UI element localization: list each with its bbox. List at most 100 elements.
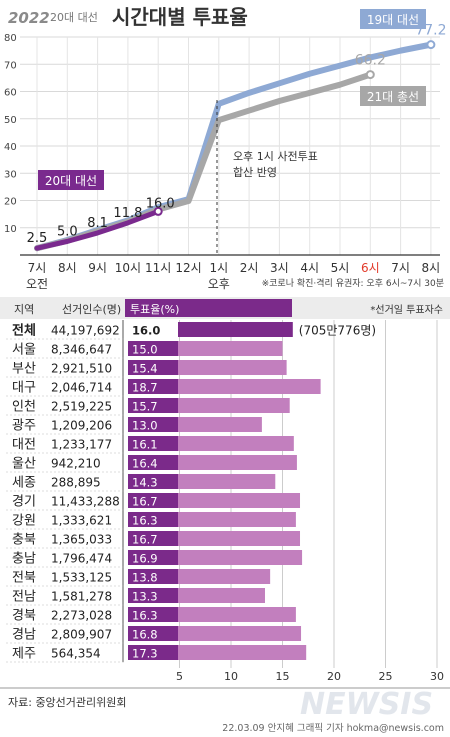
annotation-line-2: 합산 반영	[233, 166, 277, 179]
x-tick-label: 10시	[115, 261, 141, 275]
region-label: 서울	[12, 343, 36, 358]
region-label: 전남	[12, 590, 36, 605]
rate-value-label: 16.8	[132, 628, 158, 642]
x-sublabel: 오전	[26, 277, 48, 291]
bar-tick-label: 20	[327, 670, 341, 683]
table-row: 경기 11,433,288 16.7	[6, 493, 301, 511]
end-value-label: 66.2	[355, 53, 386, 69]
rate-value-box	[128, 645, 178, 660]
region-turnout-table: 지역 선거인수(명) 투표율(%) *선거일 투표자수 전체 44,197,692…	[0, 297, 450, 683]
series-badge-label: 21대 총선	[367, 90, 419, 104]
table-row: 부산 2,921,510 15.4	[6, 360, 287, 378]
rate-value-box	[128, 398, 178, 413]
bar-tick-label: 5	[176, 670, 183, 683]
rate-value-label: 15.7	[132, 400, 158, 414]
y-tick-label: 70	[4, 60, 17, 71]
region-label: 충남	[12, 552, 36, 567]
voter-count: 1,365,033	[51, 533, 112, 547]
bar-tick-label: 10	[224, 670, 238, 683]
region-label: 경북	[12, 609, 36, 624]
region-label: 대전	[12, 438, 36, 453]
rate-value-label: 17.3	[132, 647, 158, 661]
table-row: 서울 8,346,647 15.0	[6, 341, 283, 359]
voter-count: 2,273,028	[51, 609, 112, 623]
bar-tick-label: 30	[430, 670, 444, 683]
y-tick-label: 40	[4, 142, 17, 153]
rate-value-label: 16.3	[132, 514, 158, 528]
table-row: 경북 2,273,028 16.3	[6, 607, 296, 625]
rate-value-box	[128, 341, 178, 356]
y-tick-label: 30	[4, 169, 17, 180]
region-label: 강원	[12, 514, 36, 529]
point-value-label: 11.8	[113, 206, 142, 221]
point-value-label: 8.1	[87, 216, 108, 231]
rate-value-label: 13.0	[132, 419, 158, 433]
header-rate-bg	[125, 299, 292, 317]
header-rate: 투표율(%)	[130, 303, 179, 316]
rate-value-box	[128, 436, 178, 451]
rate-value-box	[128, 588, 178, 603]
logo-text: 2022	[8, 9, 50, 27]
x-tick-label: 4시	[300, 261, 319, 275]
rate-value-box	[128, 360, 178, 375]
rate-value-label: 15.4	[132, 362, 158, 376]
series-badge-bg	[38, 170, 104, 190]
voter-count: 564,354	[51, 647, 101, 661]
y-tick-label: 10	[4, 224, 17, 235]
voter-count: 1,796,474	[51, 552, 112, 566]
series-badge-bg	[360, 9, 426, 29]
table-row: 울산 942,210 16.4	[6, 455, 297, 473]
rate-value-label: 16.9	[132, 552, 158, 566]
series-badge-label: 19대 대선	[367, 13, 419, 27]
rate-value-box	[128, 512, 178, 527]
rate-value-box	[128, 474, 178, 489]
rate-value-label: 16.4	[132, 457, 158, 471]
bar-tick-label: 15	[276, 670, 290, 683]
header-note: *선거일 투표자수	[370, 304, 443, 316]
voter-count: 44,197,692	[51, 324, 120, 338]
annotation-line-1: 오후 1시 사전투표	[233, 150, 318, 163]
rate-value-box	[128, 379, 178, 394]
rate-value-box	[128, 493, 178, 508]
rate-value-label: 16.1	[132, 438, 158, 452]
total-count-label: (705만776명)	[299, 324, 376, 338]
y-tick-label: 80	[4, 33, 17, 44]
region-label: 세종	[12, 476, 36, 491]
election-badge: 20대 대선	[50, 11, 98, 24]
x-tick-label: 12시	[175, 261, 201, 275]
point-value-label: 16.0	[146, 196, 175, 211]
rate-value-box	[128, 531, 178, 546]
table-row: 세종 288,895 14.3	[6, 474, 276, 492]
table-row: 광주 1,209,206 13.0	[6, 417, 262, 435]
region-label: 대구	[12, 381, 36, 396]
region-label: 경기	[12, 495, 36, 510]
region-label: 제주	[12, 647, 36, 662]
series-badge-bg	[360, 86, 426, 106]
bar-chart-rows: 전체 44,197,692 16.0 (705만776명) 서울 8,346,647 15.…	[6, 322, 376, 663]
rate-value-label: 16.7	[132, 495, 158, 509]
rate-value-label: 15.0	[132, 343, 158, 357]
watermark-logo: NEWSIS	[300, 687, 433, 722]
voter-count: 11,433,288	[51, 495, 120, 509]
rate-value-box	[128, 626, 178, 641]
rate-value-box	[128, 322, 178, 337]
header-voters: 선거인수(명)	[62, 303, 121, 316]
voter-count: 942,210	[51, 457, 101, 471]
x-tick-label: 11시	[145, 261, 171, 275]
rate-value-label: 13.8	[132, 571, 158, 585]
header: 2022 20대 대선 시간대별 투표율	[6, 5, 248, 29]
region-label: 경남	[12, 628, 36, 643]
voter-count: 2,046,714	[51, 381, 112, 395]
x-tick-label: 5시	[331, 261, 350, 275]
rate-value-label: 16.0	[132, 324, 160, 338]
voter-count: 1,333,621	[51, 514, 112, 528]
x-tick-label: 8시	[422, 261, 441, 275]
series-end-marker	[426, 40, 436, 50]
table-row: 전남 1,581,278 13.3	[6, 588, 265, 606]
x-tick-label: 2시	[240, 261, 259, 275]
rate-value-box	[128, 455, 178, 470]
page-title: 시간대별 투표율	[112, 5, 248, 29]
